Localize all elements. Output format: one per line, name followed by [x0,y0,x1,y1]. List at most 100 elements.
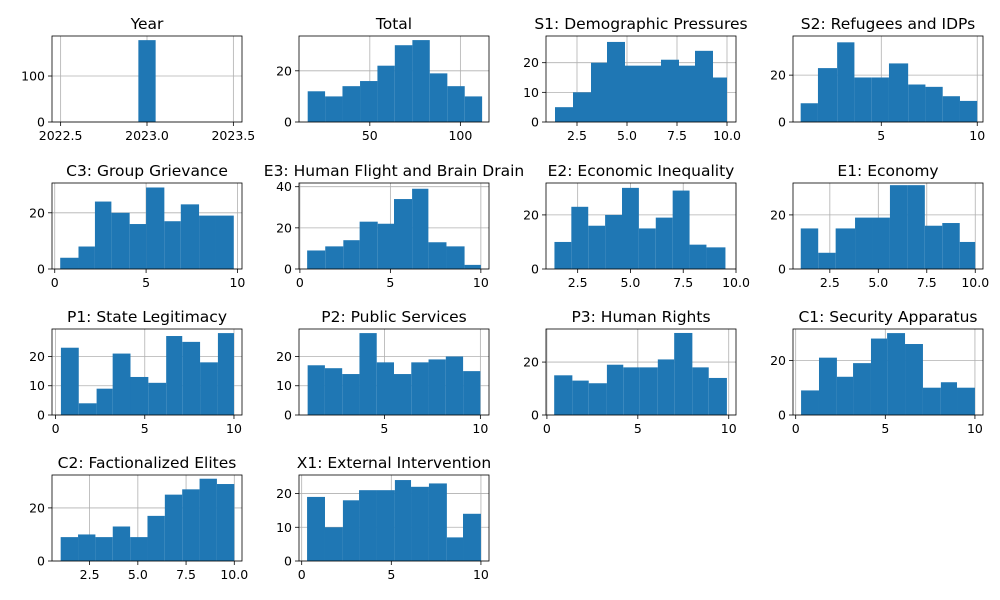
histogram-bar [60,537,79,561]
chart-panel: 0 5 10 0 10 20 P1: State Legitimacy [29,308,243,436]
chart-panel: 2.5 5.0 7.5 10.0 0 20 E2: Economic Inequality [523,162,750,290]
histogram-bar [464,264,481,269]
histogram-bar [606,364,624,415]
histogram-bar [342,86,361,122]
histogram-bar [573,92,591,122]
histogram-bar [692,367,709,415]
x-tick-label: 10.0 [722,275,750,290]
histogram-bar [60,347,79,415]
axes-frame [298,182,490,270]
histogram-bar [428,483,447,561]
histogram-bar [60,257,79,269]
histogram-bar [870,338,888,415]
axes-frame [792,182,984,270]
chart-title: C2: Factionalized Elites [58,454,237,472]
histogram-bar [112,353,131,415]
histogram-bar [96,388,113,415]
histogram-bar [801,390,819,415]
histogram-bar [942,96,960,122]
histogram-bar [307,91,326,122]
x-tick-label: 10.0 [713,128,741,143]
histogram-bar [428,359,446,415]
histogram-bar [394,480,412,561]
histogram-bar [129,224,147,269]
histogram-bar [555,107,573,122]
axes-frame [545,182,737,270]
histogram-bar [359,333,377,415]
histogram-bar [672,190,690,269]
x-tick-label: 5.0 [868,275,888,290]
histogram-bar [217,333,234,415]
x-tick-label: 0 [792,421,800,436]
x-tick-label: 5.0 [128,567,148,582]
histogram-bar [359,221,378,269]
y-tick-label: 20 [276,220,292,235]
y-tick-label: 0 [531,115,539,130]
x-tick-label: 2.5 [568,275,588,290]
histogram-bar [216,484,235,561]
histogram-bar [464,96,483,122]
histogram-bar [872,217,890,269]
y-tick-label: 20 [29,500,45,515]
x-tick-label: 10 [473,567,489,582]
histogram-bar [674,332,693,415]
histogram-bar [394,45,413,122]
y-tick-label: 20 [523,207,539,222]
histogram-bar [130,537,148,561]
y-tick-label: 0 [778,115,786,130]
histogram-bar [835,228,856,269]
histogram-bar [360,81,378,122]
histogram-bar [889,185,908,269]
histogram-bar [463,513,481,561]
x-tick-label: 0 [298,567,306,582]
histogram-bar [342,500,360,561]
histogram-bar [200,362,218,415]
chart-panel: 0 5 10 0 20 C1: Security Apparatus [770,308,984,436]
y-tick-label: 10 [276,520,292,535]
histogram-bar [853,363,871,415]
axes-frame [298,474,490,562]
histogram-bar [342,374,360,415]
chart-panel: 2.5 5.0 7.5 10.0 0 20 E1: Economy [770,162,989,290]
y-tick-label: 0 [778,408,786,423]
histogram-bar [324,527,343,561]
chart-panel: 0 5 10 0 20 C3: Group Grievance [29,162,245,290]
histogram-bar [957,387,975,415]
histogram-bar [588,225,606,269]
histogram-bar [908,84,926,122]
histogram-bar [428,242,447,269]
histogram-bar [376,362,394,415]
histogram-bar [639,367,658,415]
histogram-bar [148,382,167,415]
chart-panel: 2.5 5.0 7.5 10.0 0 10 20 S1: Demographic Pressu… [523,15,748,143]
y-tick-label: 20 [770,353,786,368]
chart-title: X1: External Intervention [297,454,491,472]
histogram-bar [446,246,465,269]
y-tick-label: 10 [276,378,292,393]
x-tick-label: 7.5 [176,567,196,582]
chart-title: E2: Economic Inequality [548,162,735,180]
histogram-bar [940,382,958,415]
histogram-bar [411,486,429,561]
histogram-bar [836,376,854,415]
histogram-bar [78,403,97,415]
x-tick-label: 5.0 [620,275,640,290]
histogram-bar [924,225,943,269]
x-tick-label: 5 [634,421,642,436]
histogram-bar [708,377,727,415]
histogram-bar [657,359,675,415]
histogram-bar [800,228,819,269]
histogram-bar [554,375,573,415]
histogram-bar [942,223,960,269]
y-tick-label: 20 [770,207,786,222]
histogram-bar [446,537,464,561]
histogram-bar [655,217,673,269]
chart-title: P2: Public Services [321,308,467,326]
histogram-bar [854,77,872,122]
y-tick-label: 20 [29,205,45,220]
chart-panel: 2.5 5.0 7.5 10.0 0 20 C2: Factionalized Elites [29,454,248,582]
axes-frame [298,328,490,416]
x-tick-label: 10 [473,275,489,290]
y-tick-label: 0 [284,262,292,277]
histogram-bar [78,246,95,269]
